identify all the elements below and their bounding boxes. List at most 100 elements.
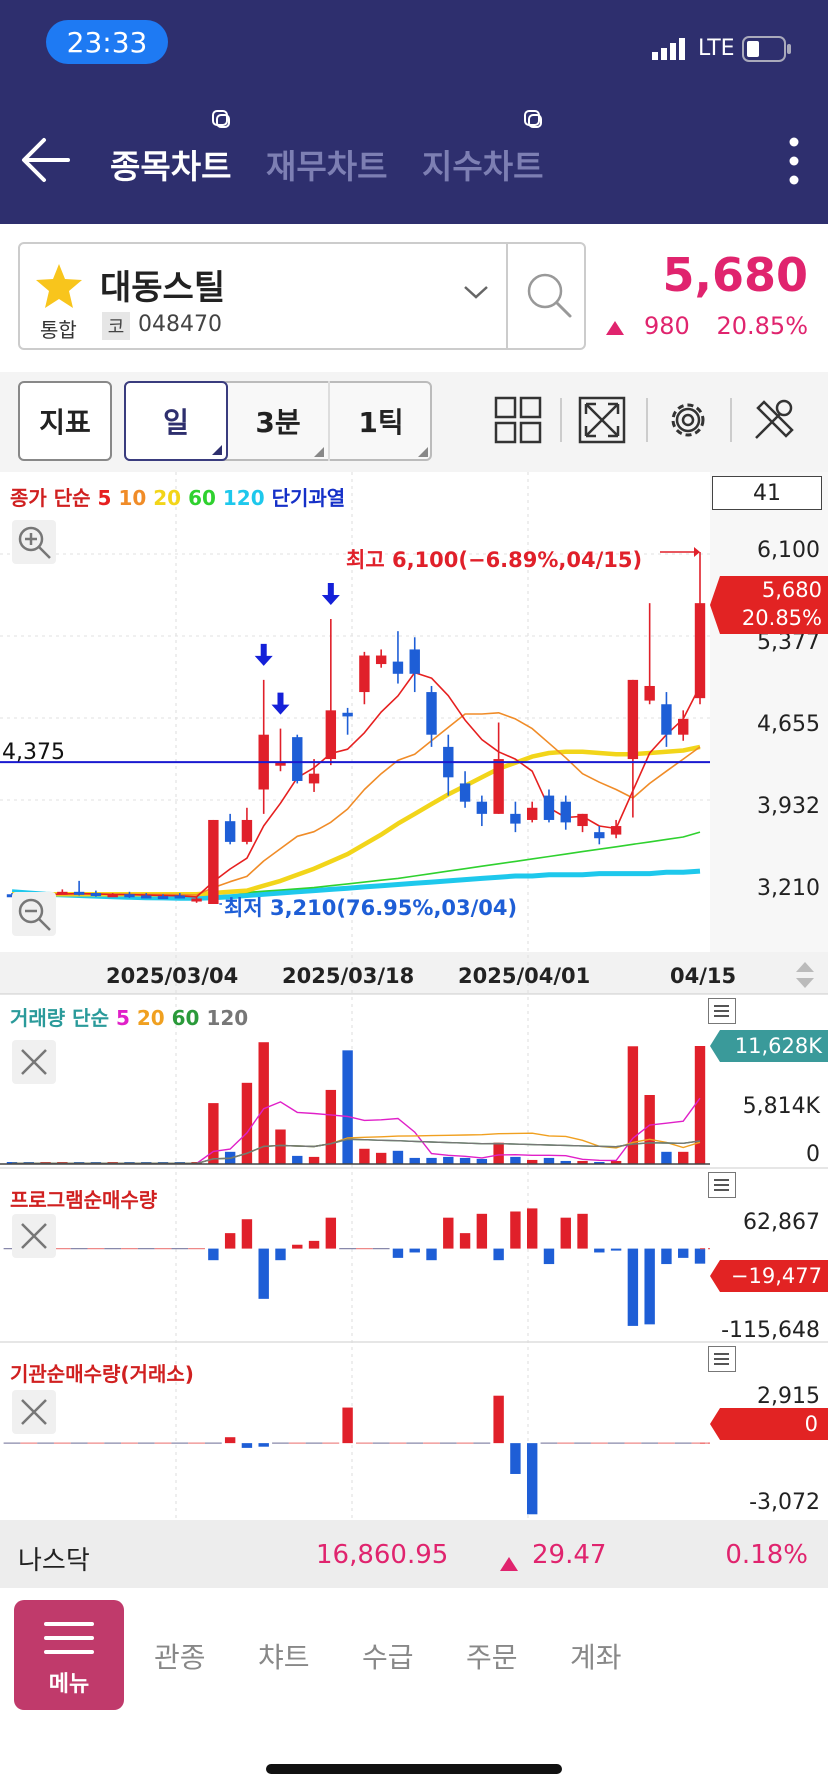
candle-body (124, 894, 135, 898)
legend-prefix: 종가 단순 (10, 486, 91, 510)
program-bar (292, 1244, 303, 1249)
menu-lines-icon[interactable] (708, 1346, 736, 1372)
program-bar (510, 1211, 521, 1249)
candle-body (157, 896, 169, 900)
volume-bar (375, 1152, 387, 1164)
date-label-2: 2025/03/18 (282, 964, 415, 988)
program-bar (526, 1208, 538, 1249)
volume-ma-line (12, 1097, 701, 1165)
chevron-down-icon[interactable] (462, 282, 490, 302)
nav-chart[interactable]: 챠트 (258, 1641, 310, 1674)
stock-code: 048470 (138, 312, 222, 337)
tab-financial-chart[interactable]: 재무차트 (266, 147, 388, 186)
candle-body (694, 603, 706, 699)
grid-layout-icon[interactable] (494, 396, 542, 444)
program-bar (325, 1217, 337, 1249)
zoom-out-icon[interactable] (12, 892, 56, 936)
period-day-label: 일 (163, 406, 189, 439)
scroll-updown-icon[interactable] (794, 960, 816, 990)
app-header: 23:33 LTE 종목차트 재무차트 지수차트 (0, 0, 828, 224)
price-tick-2: 5,377 (757, 630, 820, 655)
menu-lines-icon[interactable] (708, 998, 736, 1024)
copy-icon[interactable] (210, 108, 232, 130)
volume-bar (292, 1155, 303, 1164)
battery-icon (742, 36, 792, 62)
volume-bar (325, 1089, 337, 1164)
candle-body (73, 891, 85, 895)
indicator-button[interactable]: 지표 (18, 381, 112, 461)
institution-tick-1: 2,915 (757, 1384, 820, 1409)
price-tick-4: 3,932 (757, 794, 820, 819)
tab-index-chart[interactable]: 지수차트 (422, 147, 544, 186)
stock-selector[interactable]: 대동스틸 통합 코 048470 (18, 242, 586, 350)
period-day-button[interactable]: 일 (124, 381, 228, 461)
search-button[interactable] (506, 244, 586, 348)
current-price-tag-pct: 20.85% (741, 606, 822, 630)
close-icon[interactable] (12, 1214, 56, 1258)
program-bar (577, 1213, 588, 1249)
fullscreen-icon[interactable] (578, 396, 626, 444)
period-tick-button[interactable]: 1틱 (330, 381, 432, 461)
nav-account[interactable]: 계좌 (570, 1641, 622, 1674)
chart-area[interactable]: 종가 단순 5 10 20 60 120 단기과열 41 4,375 6,100… (0, 472, 828, 1520)
candle-body (526, 807, 538, 820)
institution-bar (241, 1443, 253, 1448)
nav-supply-demand[interactable]: 수급 (362, 1641, 414, 1674)
candle-body (409, 649, 420, 674)
candle-body (208, 819, 219, 904)
candle-body (426, 692, 437, 735)
candle-body (476, 801, 488, 814)
candle-count-box[interactable]: 41 (712, 476, 822, 510)
legend-overheat: 단기과열 (271, 486, 346, 510)
high-pointer-arrow (694, 547, 700, 557)
menu-lines-icon[interactable] (708, 1172, 736, 1198)
institution-tick-2: -3,072 (749, 1490, 820, 1515)
candle-body (90, 893, 102, 897)
program-bar (694, 1248, 706, 1264)
hamburger-icon (44, 1618, 94, 1658)
candle-body (308, 773, 320, 784)
zoom-in-icon[interactable] (12, 520, 56, 564)
chart-canvas[interactable] (0, 472, 828, 1520)
current-price: 5,680 (662, 248, 808, 302)
candle-body (543, 795, 555, 820)
low-annotation: 최저 3,210(76.95%,03/04) (224, 896, 518, 920)
favorite-star-icon[interactable] (34, 262, 84, 310)
chart-tab-bar: 종목차트 재무차트 지수차트 (0, 110, 828, 206)
candle-body (359, 655, 370, 693)
close-icon[interactable] (12, 1040, 56, 1084)
price-change-percent: 20.85% (716, 312, 808, 340)
candle-body (375, 655, 387, 665)
tools-icon[interactable] (750, 396, 798, 444)
institution-bar (342, 1407, 353, 1444)
candle-body (644, 685, 655, 701)
copy-icon[interactable] (522, 108, 544, 130)
volume-legend-ma120: 120 (206, 1006, 249, 1030)
tab-stock-chart[interactable]: 종목차트 (110, 147, 232, 186)
index-name: 나스닥 (18, 1546, 90, 1576)
volume-bar (308, 1156, 320, 1164)
volume-ma-line (12, 1132, 701, 1165)
indicator-label: 지표 (39, 406, 91, 439)
up-triangle-icon (500, 1548, 518, 1571)
close-icon[interactable] (12, 1390, 56, 1434)
volume-bar (459, 1157, 471, 1164)
back-arrow-icon[interactable] (20, 134, 72, 186)
candle-body (57, 891, 68, 895)
program-tick-1: 62,867 (743, 1210, 820, 1235)
institution-bar (526, 1443, 538, 1515)
high-annotation: 최고 6,100(−6.89%,04/15) (346, 548, 643, 572)
program-bar (476, 1213, 488, 1249)
more-vertical-icon[interactable] (780, 134, 808, 190)
nav-order[interactable]: 주문 (466, 1641, 518, 1674)
volume-bar (342, 1050, 353, 1164)
period-3min-label: 3분 (255, 406, 301, 439)
nav-watchlist[interactable]: 관종 (154, 1641, 206, 1674)
period-3min-button[interactable]: 3분 (228, 381, 330, 461)
volume-bar (610, 1160, 622, 1164)
settings-gear-icon[interactable] (664, 396, 712, 444)
menu-button[interactable]: 메뉴 (14, 1600, 124, 1710)
volume-bar (510, 1156, 521, 1164)
volume-legend-ma60: 60 (171, 1006, 200, 1030)
index-ticker-bar[interactable]: 나스닥 16,860.95 29.47 0.18% (0, 1520, 828, 1588)
